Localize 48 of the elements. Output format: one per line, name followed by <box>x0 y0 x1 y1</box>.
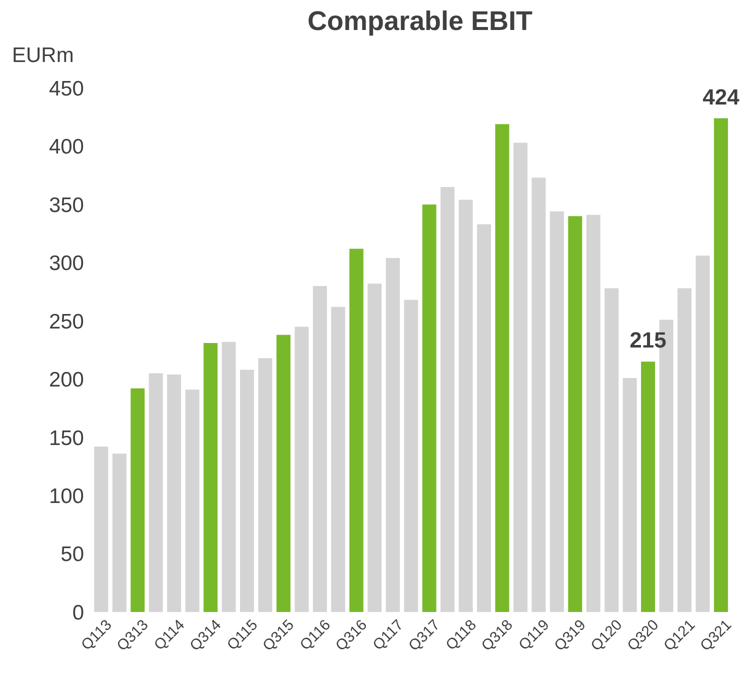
bar <box>312 286 327 612</box>
bar <box>349 248 364 612</box>
bar <box>276 334 290 612</box>
bar <box>94 446 108 612</box>
y-tick-label: 0 <box>72 601 84 624</box>
bar <box>368 284 382 612</box>
bar <box>641 362 656 612</box>
bar <box>458 200 473 612</box>
bar <box>568 216 582 612</box>
bar <box>404 300 418 612</box>
bar <box>532 178 546 612</box>
y-tick-label: 400 <box>48 136 84 159</box>
bar <box>130 388 145 612</box>
y-tick-label: 450 <box>48 77 84 100</box>
y-axis-title: EURm <box>12 44 74 68</box>
data-label: 215 <box>630 328 666 353</box>
bar <box>678 288 692 612</box>
bar <box>714 118 728 612</box>
bar <box>258 358 272 612</box>
bar <box>294 326 309 612</box>
bar <box>167 374 182 612</box>
y-tick-label: 200 <box>48 368 84 392</box>
y-tick-label: 300 <box>48 252 84 276</box>
bar <box>495 124 510 612</box>
y-tick-label: 100 <box>48 485 84 508</box>
bar <box>550 211 564 612</box>
bar <box>476 224 491 612</box>
bar <box>622 378 637 612</box>
y-tick-label: 250 <box>48 310 84 334</box>
bar <box>604 288 619 612</box>
bar <box>586 214 600 612</box>
bar <box>112 454 126 612</box>
y-tick-label: 50 <box>60 543 84 566</box>
bar <box>222 342 236 612</box>
bar <box>696 256 710 612</box>
bar <box>386 258 400 612</box>
bar <box>331 306 346 612</box>
y-tick-label: 150 <box>48 426 84 450</box>
bar <box>440 186 455 612</box>
y-tick-label: 350 <box>48 194 84 217</box>
bar <box>422 204 436 612</box>
data-label: 424 <box>702 84 740 110</box>
bar <box>204 343 218 612</box>
bar <box>513 142 528 612</box>
chart-title: Comparable EBIT <box>306 6 534 37</box>
bar <box>148 373 163 612</box>
bar <box>185 390 200 612</box>
bar <box>240 370 254 612</box>
